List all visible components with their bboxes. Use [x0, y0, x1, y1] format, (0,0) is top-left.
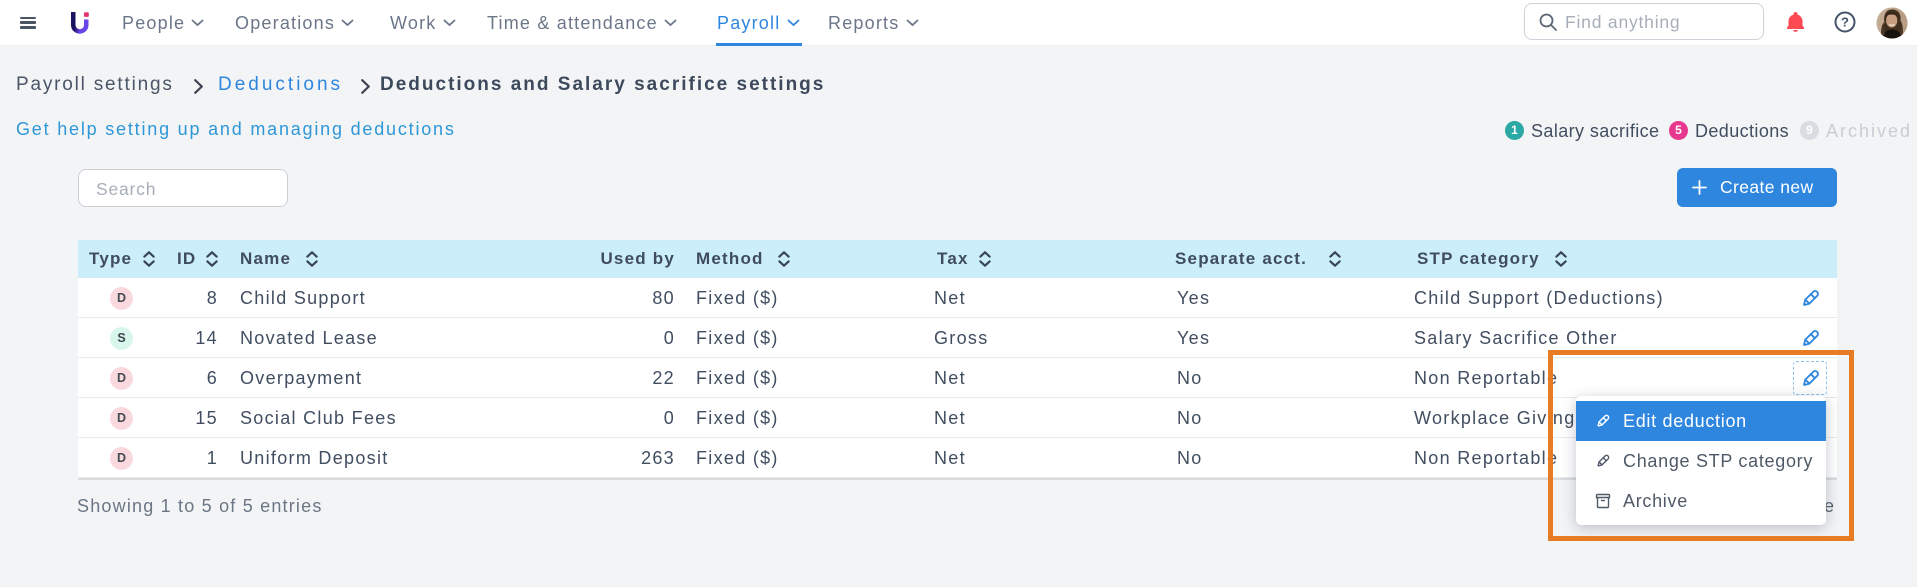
svg-text:?: ? [1841, 15, 1849, 30]
